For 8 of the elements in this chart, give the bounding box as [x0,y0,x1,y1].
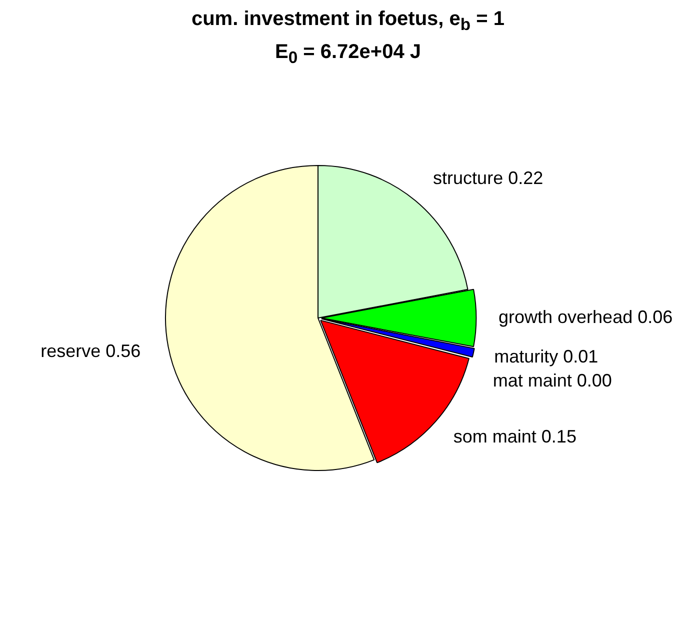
chart-subtitle: E$_{0}$ = 6.72e+04 J [274,41,422,68]
slice-label: maturity 0.01 [494,346,598,366]
chart-title: cum. investment in foetus, e$_{b}$ = 1 [190,8,506,35]
category-label: mat maint 0.00 [492,370,612,390]
slice-label: growth overhead 0.06 [498,306,673,327]
slice-label: reserve 0.56 [40,340,141,361]
slice-label: structure 0.22 [433,168,544,188]
slice-label: som maint 0.15 [453,426,576,446]
